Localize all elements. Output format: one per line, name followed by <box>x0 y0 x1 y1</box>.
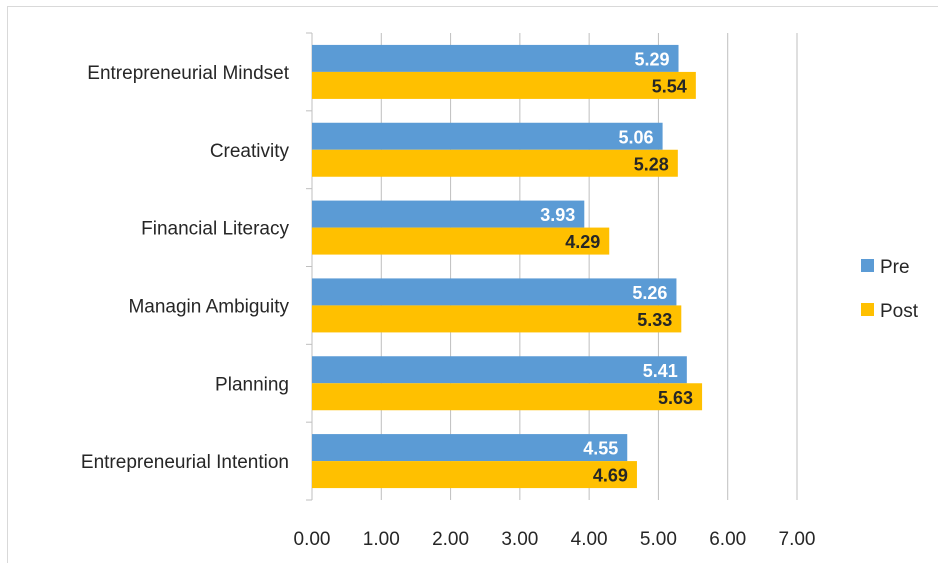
x-tick-label: 5.00 <box>640 529 677 550</box>
legend-label-pre: Pre <box>880 257 910 278</box>
legend-label-post: Post <box>880 301 919 322</box>
data-label: 4.55 <box>583 439 618 459</box>
bar-post <box>312 149 678 177</box>
category-label: Entrepreneurial Intention <box>81 452 289 473</box>
legend: Pre Post <box>861 257 919 322</box>
data-label: 4.29 <box>565 232 600 252</box>
data-label: 5.33 <box>637 310 672 330</box>
bar-pre <box>312 122 663 150</box>
data-label: 5.26 <box>632 283 667 303</box>
x-tick-label: 4.00 <box>571 529 608 550</box>
legend-swatch-pre <box>861 259 874 272</box>
x-tick-labels: 0.00 1.00 2.00 3.00 4.00 5.00 6.00 7.00 <box>294 529 816 550</box>
bar-pre <box>312 356 687 384</box>
data-label: 5.28 <box>634 154 669 174</box>
x-tick-label: 3.00 <box>501 529 538 550</box>
legend-swatch-post <box>861 303 874 316</box>
category-label: Planning <box>215 374 289 395</box>
x-tick-label: 6.00 <box>709 529 746 550</box>
chart-frame <box>7 6 938 563</box>
data-label: 5.29 <box>634 49 669 69</box>
bar-pre <box>312 434 628 462</box>
bar-post <box>312 461 637 489</box>
data-labels: 5.29 5.54 5.06 5.28 3.93 4.29 5.26 5.33 5.41 5.63… <box>540 49 693 485</box>
gridlines <box>380 33 798 500</box>
bar-post <box>312 305 682 333</box>
x-tick-label: 1.00 <box>363 529 400 550</box>
x-tick-label: 2.00 <box>432 529 469 550</box>
data-label: 5.54 <box>652 76 687 96</box>
category-label: Financial Literacy <box>141 219 289 240</box>
category-label: Entrepreneurial Mindset <box>87 63 289 84</box>
x-tick-label: 0.00 <box>294 529 331 550</box>
x-tick-label: 7.00 <box>779 529 816 550</box>
data-label: 5.63 <box>658 388 693 408</box>
category-label: Creativity <box>210 141 290 162</box>
axes <box>306 32 313 501</box>
category-labels: Entrepreneurial Mindset Creativity Financi… <box>81 63 290 473</box>
data-label: 5.41 <box>643 361 678 381</box>
bars <box>312 44 703 489</box>
bar-post <box>312 383 703 411</box>
category-label: Managin Ambiguity <box>128 296 289 317</box>
bar-pre <box>312 44 679 72</box>
bar-post <box>312 71 696 99</box>
bar-pre <box>312 200 585 228</box>
bar-post <box>312 227 610 255</box>
bar-pre <box>312 278 677 306</box>
data-label: 4.69 <box>593 466 628 486</box>
data-label: 3.93 <box>540 205 575 225</box>
data-label: 5.06 <box>619 127 654 147</box>
